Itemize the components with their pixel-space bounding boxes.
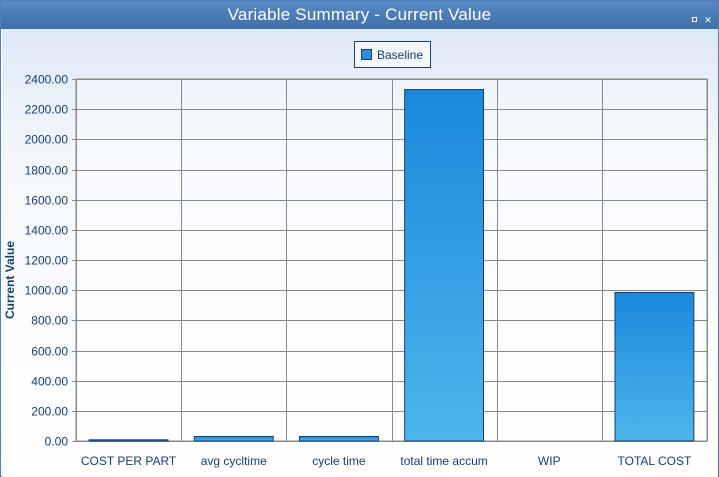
y-tick-label: 200.00 (31, 405, 68, 419)
x-tick-label: WIP (538, 454, 561, 468)
y-tick-label: 2400.00 (25, 73, 69, 87)
restore-icon[interactable] (691, 17, 697, 22)
x-tick-label: cycle time (312, 454, 366, 468)
title-bar[interactable]: Variable Summary - Current Value ✕ (1, 1, 718, 29)
chart-legend[interactable]: Baseline (354, 41, 432, 68)
y-tick-label: 1200.00 (25, 254, 69, 268)
y-tick-label: 1600.00 (25, 194, 69, 208)
bar-chart: 0.00 200.00 400.00 600.00 800.00 1000.00 1200.… (25, 73, 708, 468)
x-tick-label: avg cycltime (201, 454, 267, 468)
y-tick-label: 600.00 (31, 345, 68, 359)
x-tick-label: TOTAL COST (618, 454, 692, 468)
legend-swatch-icon (361, 49, 372, 60)
bar-total-cost (614, 291, 695, 442)
y-tick-label: 1400.00 (25, 224, 69, 238)
x-tick-label: COST PER PART (81, 454, 177, 468)
y-tick-label: 2200.00 (25, 103, 69, 117)
window-title: Variable Summary - Current Value (227, 5, 492, 24)
y-tick-label: 400.00 (31, 375, 68, 389)
y-tick-label: 1800.00 (25, 164, 69, 178)
y-tick-label: 1000.00 (25, 284, 69, 298)
bar-total-time-accum (404, 89, 485, 442)
chart-area: Baseline Current Value 0.00 200.00 400.00 6… (2, 29, 718, 477)
bar-cost-per-part (88, 439, 169, 442)
legend-label-baseline: Baseline (377, 47, 424, 62)
y-tick-label: 2000.00 (25, 133, 69, 147)
window-controls: ✕ (689, 10, 712, 28)
y-tick-label: 800.00 (31, 314, 68, 328)
close-icon[interactable]: ✕ (704, 15, 712, 25)
x-tick-label: total time accum (400, 454, 487, 468)
bar-cycle-time (298, 435, 379, 442)
y-tick-label: 0.00 (45, 435, 69, 449)
bar-avg-cycltime (193, 435, 274, 442)
